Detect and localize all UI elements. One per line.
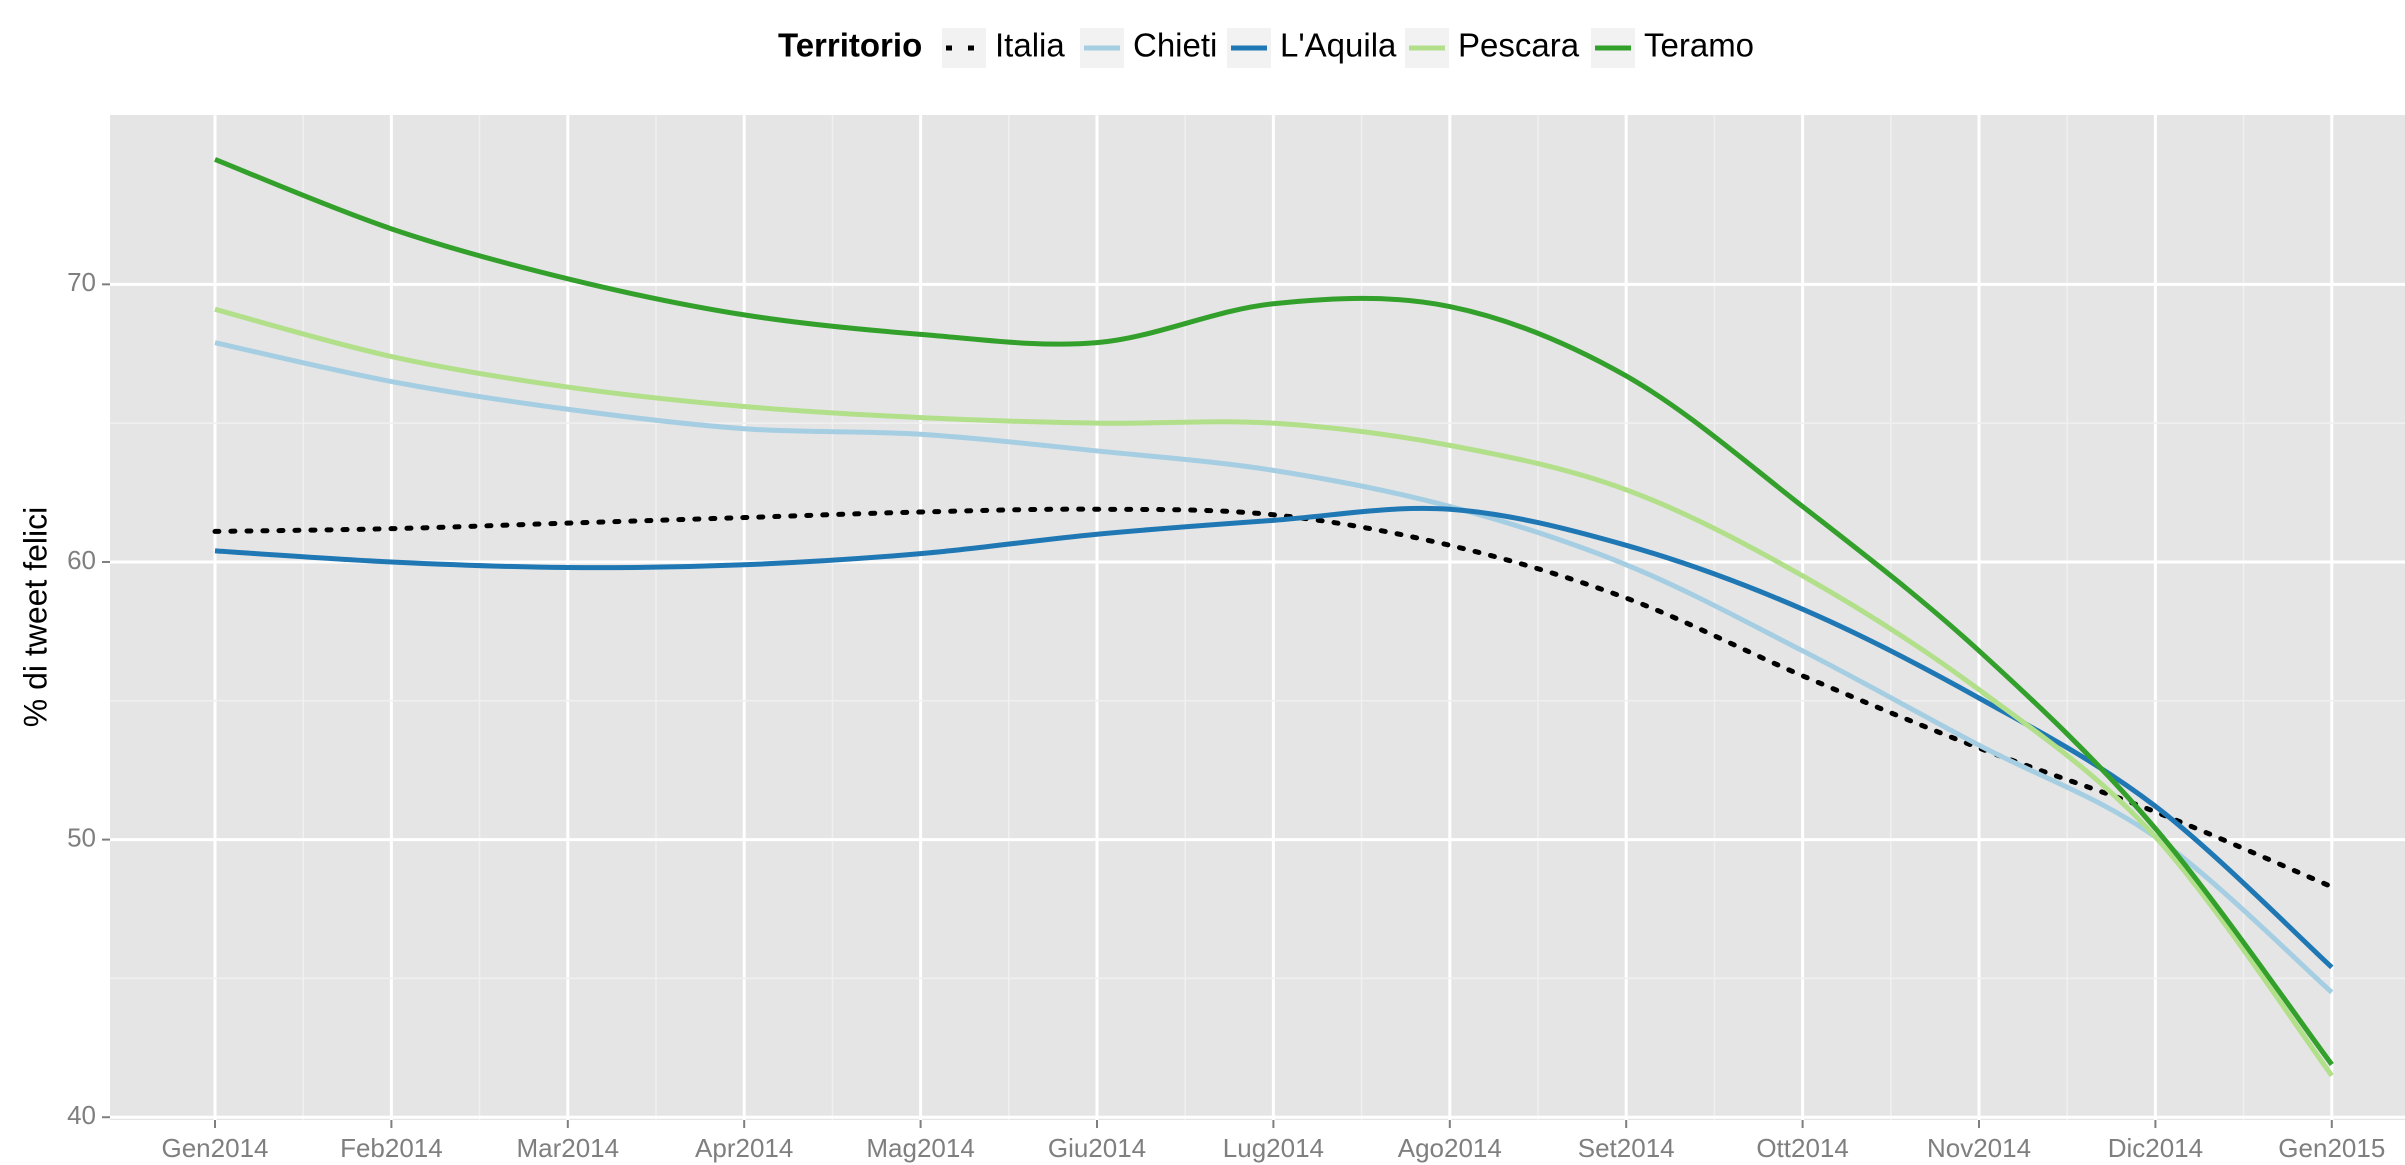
axes: Gen2014 Feb2014 Mar2014 Apr2014 Mag2014 Giu20…: [67, 267, 2385, 1163]
x-tick-label: Ott2014: [1756, 1133, 1849, 1163]
series-line: [214, 306, 2334, 1078]
x-tick-label: Set2014: [1578, 1133, 1675, 1163]
x-tick-label: Dic2014: [2108, 1133, 2203, 1163]
series-line: [214, 505, 2334, 970]
legend: Territorio Italia Chieti L'Aquila Pescara Te…: [778, 27, 1754, 68]
x-tick-label: Apr2014: [695, 1133, 793, 1163]
x-tick-label: Feb2014: [340, 1133, 443, 1163]
y-tick-label: 40: [67, 1100, 96, 1130]
y-axis-label: % di tweet felici: [17, 507, 53, 728]
legend-label: Chieti: [1133, 27, 1217, 64]
x-tick-label: Ago2014: [1398, 1133, 1502, 1163]
x-tick-label: Mar2014: [516, 1133, 619, 1163]
series-line: [214, 157, 2334, 1066]
legend-label: Italia: [995, 27, 1065, 64]
y-tick-label: 70: [67, 267, 96, 297]
y-tick-label: 50: [67, 822, 96, 852]
legend-title: Territorio: [778, 27, 922, 64]
x-tick-label: Gen2014: [162, 1133, 269, 1163]
x-tick-label: Mag2014: [866, 1133, 974, 1163]
series-line: [214, 340, 2334, 995]
x-tick-label: Nov2014: [1927, 1133, 2031, 1163]
legend-label: Pescara: [1458, 27, 1580, 64]
x-tick-label: Gen2015: [2278, 1133, 2385, 1163]
lines: [212, 157, 2335, 1078]
x-tick-label: Giu2014: [1048, 1133, 1146, 1163]
x-tick-label: Lug2014: [1223, 1133, 1324, 1163]
y-tick-label: 60: [67, 545, 96, 575]
plot-background: [110, 115, 2405, 1120]
legend-label: Teramo: [1644, 27, 1754, 64]
legend-label: L'Aquila: [1280, 27, 1397, 64]
